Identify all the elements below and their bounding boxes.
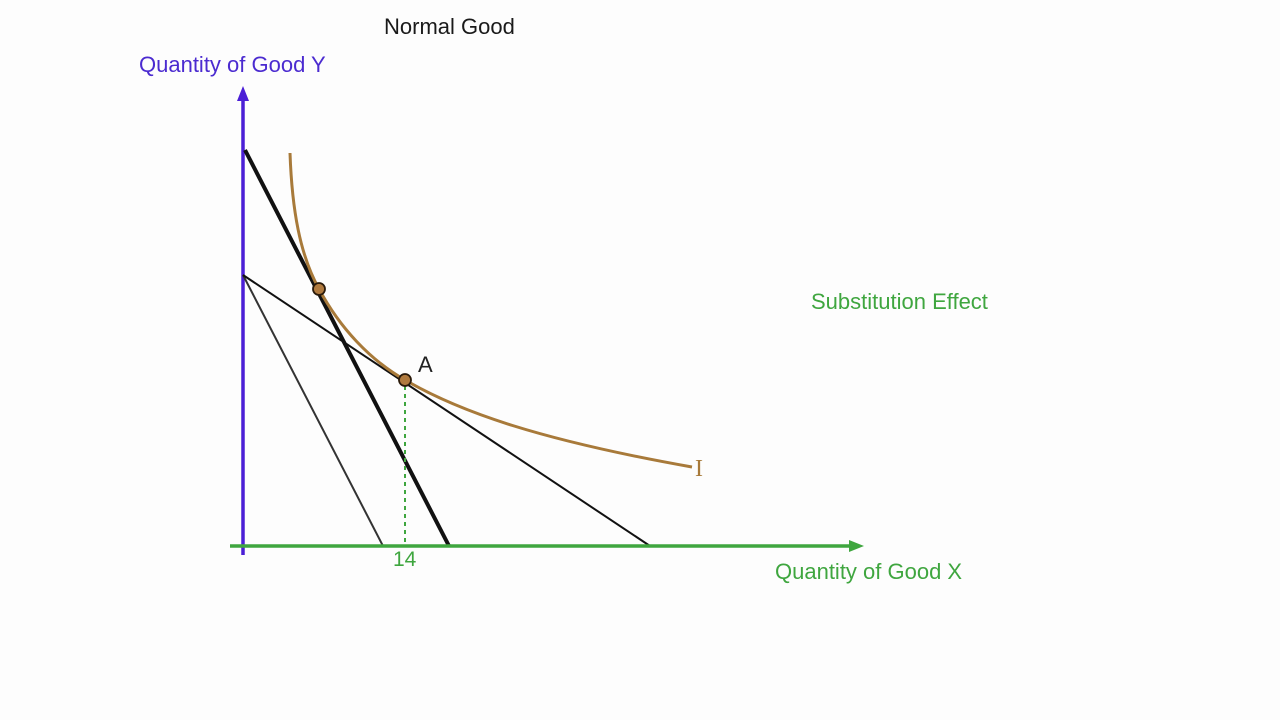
budget-line-steep [243, 149, 451, 547]
chart-title: Normal Good [384, 14, 515, 39]
indifference-curve [288, 152, 693, 469]
x-axis-arrow-icon [849, 540, 864, 552]
budget-line-flat [242, 274, 651, 547]
tangency-point [312, 282, 326, 296]
indifference-curve-label: I [695, 456, 703, 482]
point-a-label: A [418, 352, 433, 377]
x-tick-14: 14 [393, 548, 417, 571]
point-a [398, 373, 412, 387]
x-axis-label: Quantity of Good X [775, 559, 963, 584]
substitution-effect-annotation: Substitution Effect [811, 289, 988, 314]
y-axis-arrow-icon [237, 86, 249, 101]
y-axis [237, 86, 249, 555]
y-axis-label: Quantity of Good Y [139, 52, 326, 77]
budget-line-pivoted [242, 274, 384, 547]
x-axis [230, 540, 864, 552]
